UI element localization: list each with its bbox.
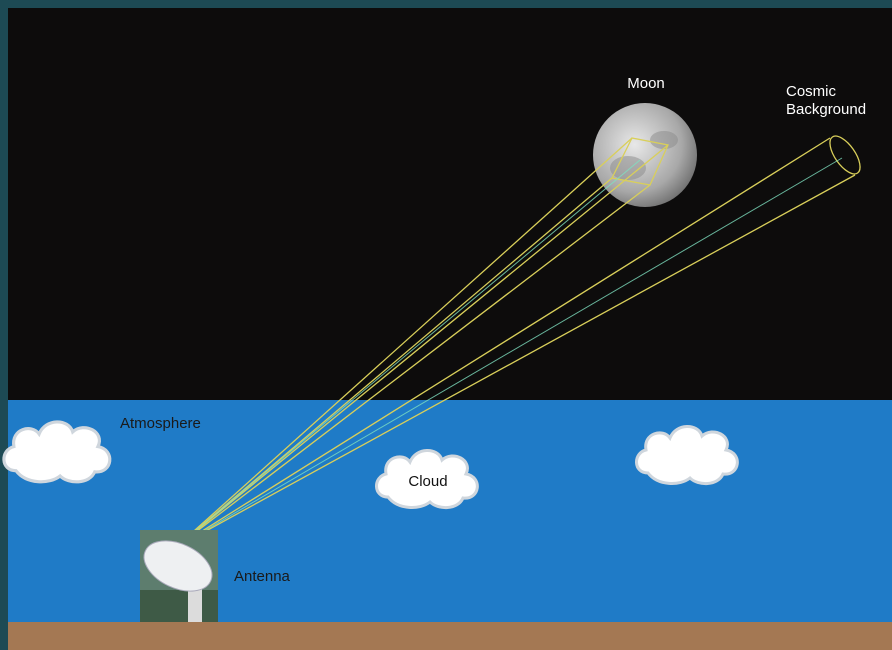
antenna-dish (143, 540, 213, 592)
antenna-pedestal (188, 585, 202, 622)
ground (8, 622, 892, 650)
cosmic-label-line: Background (786, 101, 866, 118)
moon-label: Moon (627, 75, 665, 92)
cosmic-label-line: Cosmic (786, 83, 837, 100)
beam-line (174, 137, 831, 549)
antenna-label: Antenna (234, 568, 291, 585)
beam-line (174, 157, 843, 549)
moon-beam-end (611, 137, 669, 186)
cloud-label: Cloud (408, 473, 447, 490)
cosmic-label: Cosmic Background (786, 83, 866, 118)
beam-inner (174, 157, 843, 549)
beam-line (174, 159, 641, 549)
atmosphere-label: Atmosphere (120, 415, 201, 432)
beam-line (174, 184, 651, 549)
beam-line (174, 174, 856, 549)
moon-crater (650, 131, 678, 149)
sky (8, 8, 892, 400)
beam-line (174, 177, 613, 549)
beams (174, 135, 861, 549)
cloud (2, 420, 112, 484)
beam-line (174, 144, 669, 549)
cloud (634, 424, 739, 486)
antenna-photo-trees (140, 590, 218, 622)
beam-line (174, 137, 633, 549)
moon (593, 103, 697, 207)
